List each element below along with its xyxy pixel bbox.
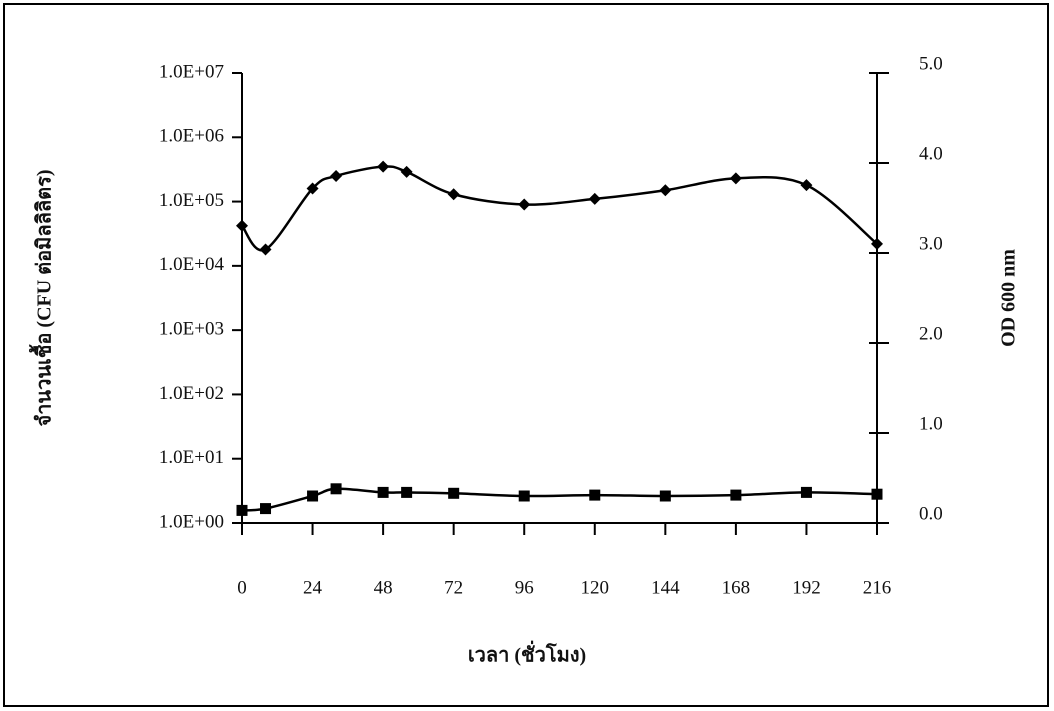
x-tick-label: 0 [237, 577, 247, 598]
x-tick-label: 48 [374, 577, 393, 598]
marker-square [730, 489, 742, 501]
x-tick-label: 168 [722, 577, 751, 598]
y2-tick-label: 5.0 [919, 53, 943, 74]
marker-diamond [588, 192, 601, 205]
x-tick-label: 72 [444, 577, 463, 598]
y-tick-label: 1.0E+07 [159, 61, 224, 82]
marker-square [871, 488, 883, 500]
marker-diamond [377, 160, 390, 173]
y-axis-title: จำนวนเชื้อ (CFU ต่อมิลลิลิตร) [29, 169, 56, 426]
marker-square [307, 490, 319, 502]
chart-frame [3, 3, 1049, 707]
y2-tick-label: 4.0 [919, 143, 943, 164]
marker-square [236, 504, 248, 516]
y-tick-label: 1.0E+01 [159, 447, 224, 468]
y2-axis-title: OD 600 nm [998, 249, 1020, 347]
x-tick-label: 120 [581, 577, 610, 598]
x-axis-title: เวลา (ชั่วโมง) [468, 640, 586, 667]
y-tick-label: 1.0E+05 [159, 190, 224, 211]
marker-diamond [306, 182, 319, 195]
x-tick-label: 24 [303, 577, 323, 598]
marker-square [448, 487, 460, 499]
marker-diamond [800, 179, 813, 192]
marker-square [659, 490, 671, 502]
marker-diamond [447, 188, 460, 201]
marker-square [377, 486, 389, 498]
marker-square [589, 489, 601, 501]
marker-square [401, 486, 413, 498]
marker-square [260, 503, 272, 515]
marker-diamond [330, 169, 343, 182]
x-tick-label: 192 [792, 577, 821, 598]
marker-diamond [400, 165, 413, 178]
y-tick-label: 1.0E+00 [159, 511, 224, 532]
y2-tick-label: 0.0 [919, 503, 943, 524]
marker-diamond [871, 237, 883, 250]
y-tick-label: 1.0E+06 [159, 126, 224, 147]
marker-square [518, 490, 530, 502]
y-tick-label: 1.0E+04 [159, 254, 225, 275]
marker-diamond [259, 243, 272, 256]
marker-diamond [659, 184, 672, 197]
x-tick-label: 144 [651, 577, 680, 598]
marker-square [800, 486, 812, 498]
y-tick-label: 1.0E+03 [159, 319, 224, 340]
y-tick-label: 1.0E+02 [159, 383, 224, 404]
marker-diamond [729, 172, 742, 185]
x-tick-label: 96 [515, 577, 534, 598]
marker-diamond [518, 198, 531, 211]
y2-tick-label: 3.0 [919, 233, 943, 254]
marker-square [330, 483, 342, 495]
y2-tick-label: 2.0 [919, 323, 943, 344]
y2-tick-label: 1.0 [919, 413, 943, 434]
marker-diamond [236, 219, 248, 232]
x-tick-label: 216 [863, 577, 892, 598]
